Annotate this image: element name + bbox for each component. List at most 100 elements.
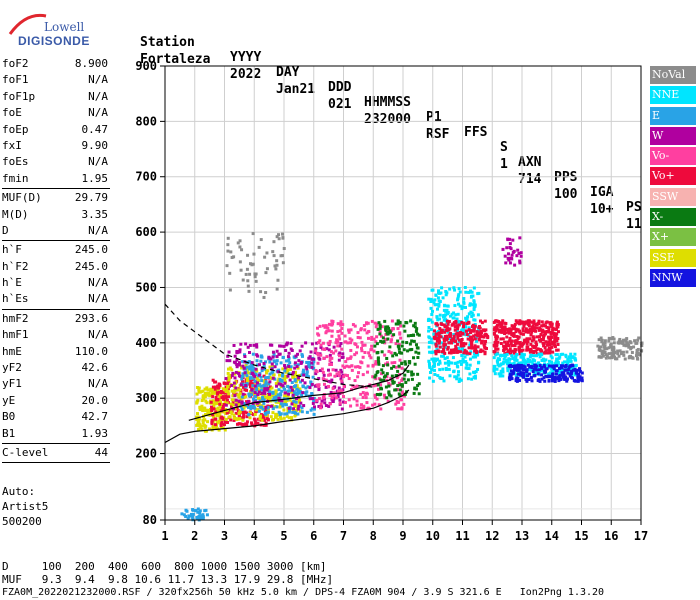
echo-point: [495, 352, 499, 356]
echo-point: [391, 354, 395, 358]
param-row: MUF(D) 29.79: [2, 190, 110, 206]
echo-point: [508, 357, 512, 361]
echo-point: [303, 381, 307, 385]
echo-point: [245, 365, 249, 369]
echo-point: [624, 344, 628, 348]
echo-point: [374, 377, 378, 381]
echo-point: [264, 371, 268, 375]
echo-point: [390, 338, 394, 342]
echo-point: [218, 395, 222, 399]
echo-point: [223, 401, 227, 405]
echo-point: [416, 372, 420, 376]
echo-point: [322, 356, 326, 360]
echo-point: [456, 346, 460, 350]
echo-point: [272, 396, 276, 400]
echo-point: [310, 342, 314, 346]
echo-point: [261, 397, 265, 401]
echo-point: [485, 333, 489, 337]
echo-point: [264, 421, 268, 425]
echo-point: [429, 297, 433, 301]
echo-point: [448, 374, 452, 378]
echo-point: [283, 364, 287, 368]
echo-point: [238, 388, 242, 392]
echo-point: [375, 322, 379, 326]
echo-point: [508, 347, 512, 351]
echo-point: [203, 406, 207, 410]
echo-point: [538, 364, 542, 368]
echo-point: [456, 365, 460, 369]
echo-point: [319, 406, 323, 410]
echo-point: [374, 362, 378, 366]
echo-point: [258, 399, 262, 403]
echo-point: [279, 344, 283, 348]
echo-point: [310, 365, 314, 369]
echo-point: [317, 397, 321, 401]
echo-point: [377, 403, 381, 407]
echo-point: [427, 325, 431, 329]
echo-point: [410, 370, 414, 374]
echo-point: [492, 350, 496, 354]
echo-point: [375, 335, 379, 339]
echo-point: [223, 420, 227, 424]
echo-point: [457, 370, 461, 374]
param-value: N/A: [88, 89, 108, 103]
echo-point: [234, 392, 238, 396]
echo-point: [438, 327, 442, 331]
echo-point: [238, 239, 242, 243]
legend-item-vo: Vo+: [650, 167, 696, 186]
echo-point: [534, 340, 538, 344]
echo-point: [392, 365, 396, 369]
echo-point: [612, 337, 616, 341]
echo-point: [343, 340, 347, 344]
echo-point: [461, 341, 465, 345]
echo-point: [302, 371, 306, 375]
echo-point: [342, 385, 346, 389]
echo-point: [522, 371, 526, 375]
echo-point: [460, 348, 464, 352]
echo-point: [354, 365, 358, 369]
echo-point: [603, 350, 607, 354]
echo-point: [276, 379, 280, 383]
echo-point: [509, 369, 513, 373]
echo-point: [246, 367, 250, 371]
echo-point: [438, 368, 442, 372]
echo-point: [474, 350, 478, 354]
echo-point: [324, 331, 328, 335]
echo-point: [238, 260, 242, 264]
echo-point: [452, 321, 456, 325]
echo-point: [429, 306, 433, 310]
echo-point: [244, 342, 248, 346]
echo-point: [535, 343, 539, 347]
echo-point: [204, 429, 208, 433]
echo-point: [442, 343, 446, 347]
echo-point: [225, 359, 229, 363]
echo-point: [550, 335, 554, 339]
echo-point: [483, 319, 487, 323]
echo-point: [260, 414, 264, 418]
echo-point: [196, 507, 200, 511]
echo-point: [381, 336, 385, 340]
echo-point: [429, 328, 433, 332]
echo-point: [280, 399, 284, 403]
echo-point: [495, 359, 499, 363]
echo-point: [389, 351, 393, 355]
echo-point: [438, 361, 442, 365]
echo-point: [470, 341, 474, 345]
echo-point: [380, 368, 384, 372]
header-value-day: Jan21: [276, 82, 316, 97]
echo-point: [296, 352, 300, 356]
echo-point: [329, 393, 333, 397]
header-value-ps: 11: [626, 217, 642, 232]
echo-point: [294, 402, 298, 406]
echo-point: [503, 325, 507, 329]
echo-point: [331, 386, 335, 390]
echo-point: [317, 404, 321, 408]
echo-point: [466, 377, 470, 381]
echo-point: [543, 346, 547, 350]
echo-point: [378, 330, 382, 334]
echo-point: [396, 384, 400, 388]
echo-point: [275, 349, 279, 353]
echo-point: [312, 357, 316, 361]
echo-point: [240, 375, 244, 379]
echo-point: [439, 331, 443, 335]
